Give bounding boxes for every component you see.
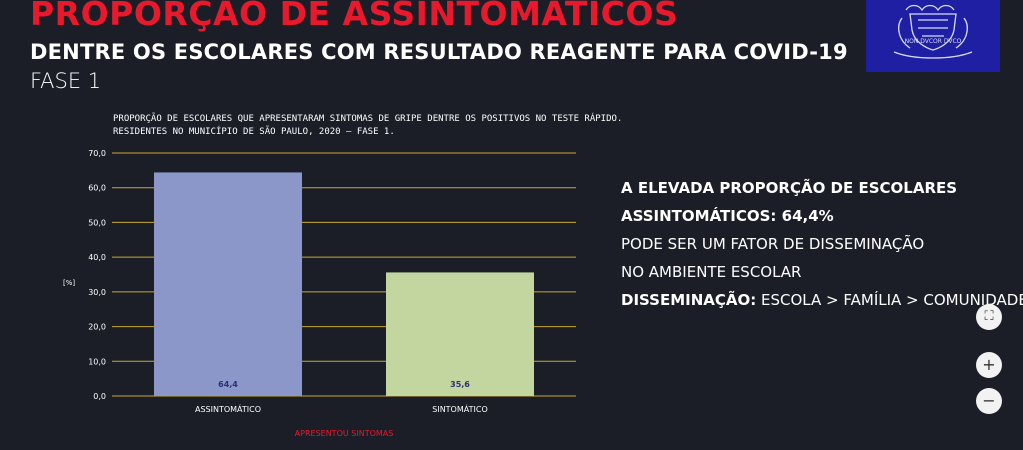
phase-label: FASE 1 [30, 69, 102, 93]
coat-of-arms-icon: NON DVCOR DVCO [893, 4, 973, 59]
message-line: NO AMBIENTE ESCOLAR [621, 263, 802, 281]
y-tick-label: 60,0 [88, 184, 106, 193]
bar [154, 172, 302, 396]
bar [386, 272, 534, 396]
y-tick-label: 10,0 [88, 357, 106, 366]
message-bold-label: DISSEMINAÇÃO: [621, 291, 757, 309]
y-axis-label: [%] [63, 279, 75, 287]
key-message: A ELEVADA PROPORÇÃO DE ESCOLARES ASSINTO… [621, 174, 1023, 314]
page-subtitle: DENTRE OS ESCOLARES COM RESULTADO REAGEN… [30, 40, 848, 64]
chart-caption-line: PROPORÇÃO DE ESCOLARES QUE APRESENTARAM … [113, 114, 623, 124]
x-tick-label: ASSINTOMÁTICO [195, 403, 261, 414]
zoom-in-button[interactable]: + [976, 352, 1002, 378]
y-tick-label: 70,0 [88, 149, 106, 158]
x-axis-label: APRESENTOU SINTOMAS [295, 429, 394, 438]
y-tick-label: 30,0 [88, 288, 106, 297]
message-line: A ELEVADA PROPORÇÃO DE ESCOLARES [621, 179, 958, 197]
message-flow-text: ESCOLA > FAMÍLIA > COMUNIDADE [756, 291, 1023, 309]
logo-motto: NON DVCOR DVCO [905, 38, 962, 45]
message-line: ASSINTOMÁTICOS: 64,4% [621, 207, 834, 225]
zoom-out-button[interactable]: − [976, 388, 1002, 414]
fit-screen-button[interactable]: ⛶ [976, 304, 1002, 330]
chart-caption: PROPORÇÃO DE ESCOLARES QUE APRESENTARAM … [113, 113, 622, 139]
y-tick-label: 0,0 [93, 392, 106, 401]
page-title: PROPORÇAO DE ASSINTOMATICOS [30, 0, 679, 33]
bar-value-label: 35,6 [450, 380, 470, 389]
x-tick-label: SINTOMÁTICO [432, 403, 488, 414]
y-tick-label: 20,0 [88, 323, 106, 332]
y-tick-label: 50,0 [88, 218, 106, 227]
bar-value-label: 64,4 [218, 380, 238, 389]
message-line: DISSEMINAÇÃO: ESCOLA > FAMÍLIA > COMUNID… [621, 286, 1023, 314]
message-line: PODE SER UM FATOR DE DISSEMINAÇÃO [621, 235, 925, 253]
bar-chart: 0,0 10,0 20,0 30,0 40,0 50,0 60,0 70,0 [%] 64,4 AS… [63, 149, 576, 438]
coat-of-arms-logo: NON DVCOR DVCO [866, 0, 1000, 72]
chart-caption-line: RESIDENTES NO MUNICÍPIO DE SÃO PAULO, 20… [113, 127, 395, 137]
y-tick-label: 40,0 [88, 253, 106, 262]
